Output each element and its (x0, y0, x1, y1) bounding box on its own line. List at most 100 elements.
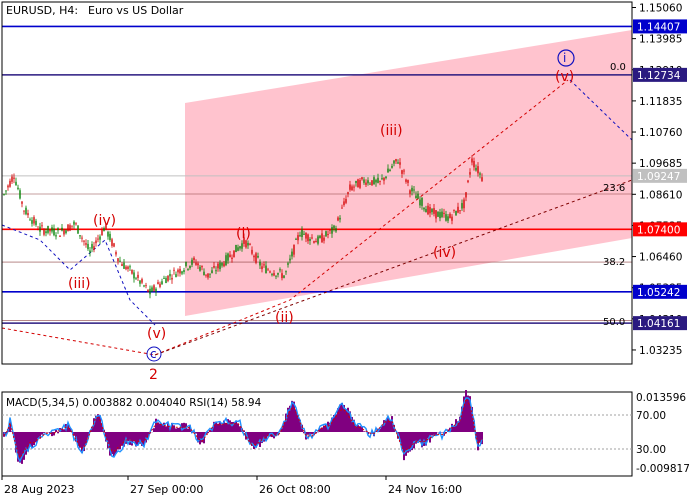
candle-body (391, 166, 392, 168)
wave-label-v-right: (v) (555, 69, 574, 85)
candle-body (461, 203, 462, 208)
ind-axis-top: 0.013596 (636, 392, 686, 404)
candle-body (331, 227, 332, 234)
candle-body (479, 173, 480, 174)
candle-body (223, 263, 224, 266)
candle-body (335, 228, 336, 231)
macd-bar (357, 425, 359, 432)
candle-body (95, 241, 96, 244)
candle-body (49, 230, 50, 231)
candle-body (247, 243, 248, 246)
ind-axis-bottom: -0.009817 (636, 463, 690, 475)
ind-axis-70: 70.00 (636, 410, 666, 422)
candle-body (417, 194, 418, 199)
candle-body (191, 260, 192, 265)
macd-bar (413, 432, 415, 448)
candle-body (207, 273, 208, 277)
candle-body (481, 177, 482, 181)
candle-body (117, 258, 118, 261)
candle-body (341, 208, 342, 209)
fib-label-0: 0.0 (610, 62, 626, 73)
macd-bar (219, 423, 221, 432)
macd-bar (387, 417, 389, 432)
macd-bar (431, 432, 433, 435)
candle-body (425, 209, 426, 212)
candle-body (441, 212, 442, 217)
candle-body (477, 166, 478, 173)
candle-body (63, 230, 64, 234)
chart-symbol: EURUSD, H4: (6, 4, 78, 17)
macd-bar (311, 432, 313, 434)
candle-body (293, 245, 294, 255)
candle-body (23, 211, 24, 212)
candle-body (149, 289, 150, 295)
ind-axis-30: 30.00 (636, 444, 666, 456)
candle-body (389, 170, 390, 171)
macd-bar (41, 432, 43, 435)
candle-body (171, 278, 172, 280)
candle-body (455, 211, 456, 215)
time-label-1: 28 Aug 2023 (4, 483, 74, 496)
price-tag-label: 1.14407 (637, 21, 680, 33)
candle-body (131, 270, 132, 274)
macd-bar (199, 432, 201, 444)
candle-body (285, 271, 286, 272)
candle-body (143, 285, 144, 286)
macd-bar (63, 429, 65, 432)
candle-body (47, 226, 48, 233)
candle-body (407, 180, 408, 183)
candle-body (435, 210, 436, 218)
macd-bar (31, 432, 33, 447)
macd-bar (43, 432, 45, 433)
candle-body (423, 208, 424, 210)
candle-body (109, 234, 110, 240)
price-tag-label: 1.04161 (637, 318, 680, 330)
candle-body (159, 284, 160, 287)
candle-body (217, 264, 218, 269)
candle-body (307, 234, 308, 241)
candle-body (315, 241, 316, 242)
indicator-panel: MACD(5,34,5) 0.003882 0.004040 RSI(14) 5… (2, 390, 690, 476)
candle-body (77, 225, 78, 233)
candle-body (215, 270, 216, 271)
time-axis: 28 Aug 2023 27 Sep 00:00 26 Oct 08:00 24… (2, 476, 462, 496)
candle-body (203, 272, 204, 276)
candle-body (219, 263, 220, 269)
macd-bar (403, 432, 405, 460)
candle-body (365, 183, 366, 185)
candle-body (311, 237, 312, 238)
macd-bar (307, 432, 309, 435)
candle-body (163, 278, 164, 279)
candle-body (27, 213, 28, 215)
candle-body (327, 234, 328, 235)
candle-body (353, 187, 354, 188)
candle-body (317, 236, 318, 243)
candle-body (345, 199, 346, 203)
candle-body (437, 212, 438, 217)
candle-body (297, 235, 298, 240)
macd-bar (187, 429, 189, 432)
price-tick-label: 1.15060 (639, 3, 682, 15)
candle-body (195, 263, 196, 265)
candle-body (427, 206, 428, 215)
candle-body (57, 228, 58, 230)
candle-body (93, 246, 94, 250)
candle-body (21, 202, 22, 204)
candle-body (11, 177, 12, 182)
candle-body (463, 200, 464, 209)
candle-body (101, 230, 102, 235)
candle-body (429, 207, 430, 213)
price-tick-label: 1.08610 (639, 189, 682, 201)
candle-body (127, 267, 128, 269)
candle-body (329, 230, 330, 231)
candle-body (443, 213, 444, 214)
candle-body (355, 181, 356, 183)
candle-body (305, 233, 306, 239)
candle-body (255, 253, 256, 263)
candle-body (469, 172, 470, 175)
candle-body (415, 196, 416, 199)
macd-bar (113, 432, 115, 456)
candle-body (35, 221, 36, 225)
macd-bar (133, 432, 135, 441)
candle-body (303, 234, 304, 235)
